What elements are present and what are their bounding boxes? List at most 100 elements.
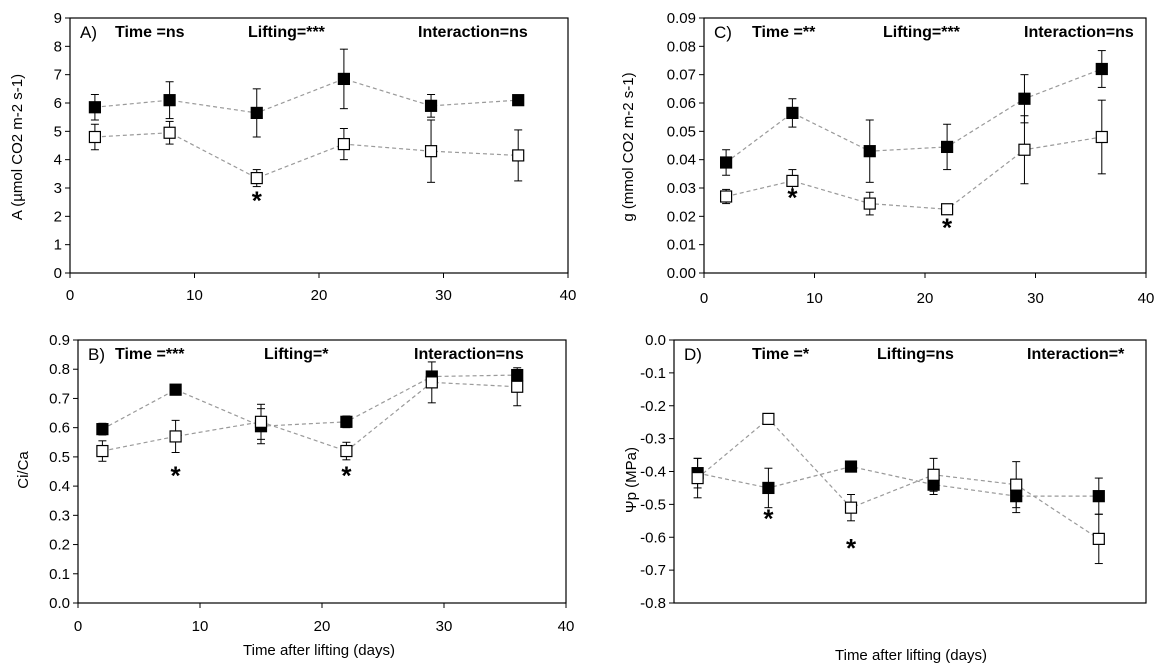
data-point-filled bbox=[786, 106, 799, 120]
stat-interaction-b: Interaction=ns bbox=[414, 346, 524, 363]
data-point-open bbox=[511, 380, 524, 393]
panel-label-c: C) bbox=[714, 23, 732, 42]
x-tick-label: 10 bbox=[186, 287, 203, 304]
data-point-filled bbox=[1095, 62, 1108, 76]
y-tick-label: -0.4 bbox=[640, 464, 666, 481]
series-open-line bbox=[725, 136, 1102, 210]
series-open-line bbox=[102, 381, 518, 452]
data-point-open bbox=[337, 137, 350, 151]
data-point-open bbox=[424, 145, 438, 158]
x-tick-label: 30 bbox=[1027, 290, 1044, 307]
data-point-filled bbox=[1092, 490, 1105, 503]
data-point-open bbox=[786, 174, 799, 188]
y-tick-label: 0.04 bbox=[667, 152, 696, 169]
panel-label-d: D) bbox=[684, 345, 702, 364]
y-tick-label: -0.2 bbox=[640, 398, 666, 415]
data-point-open bbox=[940, 203, 954, 216]
y-tick-label: 0.6 bbox=[49, 420, 70, 437]
x-tick-label: 20 bbox=[311, 287, 328, 304]
panel-d: Ψp (MPa) Time after lifting (days) -0.8 -… bbox=[623, 332, 1147, 664]
significance-marker: * bbox=[787, 183, 798, 213]
series-filled-line bbox=[697, 465, 1099, 497]
x-tick-label: 40 bbox=[1138, 290, 1155, 307]
data-point-filled bbox=[424, 99, 438, 112]
y-tick-label: 0.3 bbox=[49, 507, 70, 524]
data-point-open bbox=[863, 197, 876, 210]
data-point-filled bbox=[863, 145, 876, 158]
x-tick-label: 30 bbox=[435, 287, 452, 304]
panel-b: Ci/Ca Time after lifting (days) 0.0 0.1 0.… bbox=[15, 332, 574, 659]
x-tick-label: 10 bbox=[806, 290, 823, 307]
y-tick-label: 0.4 bbox=[49, 478, 70, 495]
stat-lifting-c: Lifting=*** bbox=[883, 24, 961, 41]
ylabel-panel-c: g (mmol CO2 m-2 s-1) bbox=[620, 72, 637, 221]
significance-marker: * bbox=[341, 460, 352, 490]
data-point-open bbox=[254, 415, 268, 428]
y-tick-label: 4 bbox=[54, 152, 62, 169]
stat-time-a: Time =ns bbox=[115, 24, 185, 41]
stat-interaction-d: Interaction=* bbox=[1027, 346, 1125, 363]
data-point-open bbox=[250, 171, 263, 185]
data-point-filled bbox=[88, 101, 102, 114]
y-tick-label: 0.05 bbox=[667, 123, 696, 140]
plot-frame-a bbox=[69, 17, 569, 274]
data-point-open bbox=[1010, 478, 1023, 491]
y-tick-label: 2 bbox=[54, 208, 62, 225]
y-tick-label: 0.9 bbox=[49, 332, 70, 349]
x-tick-label: 0 bbox=[700, 290, 708, 307]
y-tick-label: 0.1 bbox=[49, 566, 70, 583]
data-point-open bbox=[844, 501, 858, 514]
data-point-filled bbox=[844, 460, 858, 473]
y-tick-label: 0.00 bbox=[667, 265, 696, 282]
plot-frame-d bbox=[673, 339, 1147, 604]
y-tick-label: 8 bbox=[54, 38, 62, 55]
x-tick-label: 0 bbox=[74, 618, 82, 635]
y-tick-label: -0.3 bbox=[640, 431, 666, 448]
series-filled-line bbox=[94, 78, 519, 114]
data-point-filled bbox=[719, 156, 733, 169]
y-tick-label: 0 bbox=[54, 265, 62, 282]
stat-interaction-a: Interaction=ns bbox=[418, 24, 528, 41]
y-tick-label: 0.09 bbox=[667, 10, 696, 27]
y-tick-label: -0.5 bbox=[640, 496, 666, 513]
y-tick-label: 0.02 bbox=[667, 208, 696, 225]
ylabel-panel-b: Ci/Ca bbox=[15, 451, 32, 489]
data-point-open bbox=[340, 444, 353, 458]
data-point-filled bbox=[169, 383, 182, 396]
panel-a: A (µmol CO2 m-2 s-1) 0 1 2 3 4 5 6 7 8 9 0 10 20 30 40… bbox=[9, 10, 576, 304]
data-point-filled bbox=[1018, 92, 1031, 105]
data-point-filled bbox=[250, 106, 263, 120]
y-tick-label: 7 bbox=[54, 67, 62, 84]
series-open-line bbox=[697, 418, 1100, 540]
y-tick-label: 0.8 bbox=[49, 361, 70, 378]
data-point-open bbox=[512, 149, 525, 162]
data-point-open bbox=[163, 126, 176, 139]
x-tick-label: 30 bbox=[436, 618, 453, 635]
stat-lifting-b: Lifting=* bbox=[264, 346, 329, 363]
data-point-open bbox=[96, 444, 109, 458]
y-tick-label: -0.7 bbox=[640, 562, 666, 579]
stat-time-d: Time =* bbox=[752, 346, 810, 363]
stat-time-b: Time =*** bbox=[115, 346, 185, 363]
y-tick-label: 0.0 bbox=[645, 332, 666, 349]
x-tick-label: 20 bbox=[314, 618, 331, 635]
y-tick-label: 0.2 bbox=[49, 537, 70, 554]
y-tick-label: 5 bbox=[54, 123, 62, 140]
xlabel-panel-d: Time after lifting (days) bbox=[835, 647, 987, 664]
data-point-filled bbox=[512, 94, 525, 107]
y-tick-label: 9 bbox=[54, 10, 62, 27]
ylabel-panel-a: A (µmol CO2 m-2 s-1) bbox=[9, 74, 26, 220]
stat-lifting-a: Lifting=*** bbox=[248, 24, 326, 41]
ylabel-panel-d: Ψp (MPa) bbox=[623, 447, 640, 513]
y-tick-label: 0.08 bbox=[667, 38, 696, 55]
data-point-open bbox=[719, 190, 733, 203]
significance-marker: * bbox=[763, 504, 774, 534]
significance-marker: * bbox=[846, 533, 857, 563]
data-point-open bbox=[927, 468, 940, 481]
x-tick-label: 20 bbox=[917, 290, 934, 307]
x-tick-label: 0 bbox=[66, 287, 74, 304]
data-point-filled bbox=[337, 72, 350, 86]
data-point-open bbox=[691, 471, 704, 485]
y-tick-label: 0.06 bbox=[667, 95, 696, 112]
